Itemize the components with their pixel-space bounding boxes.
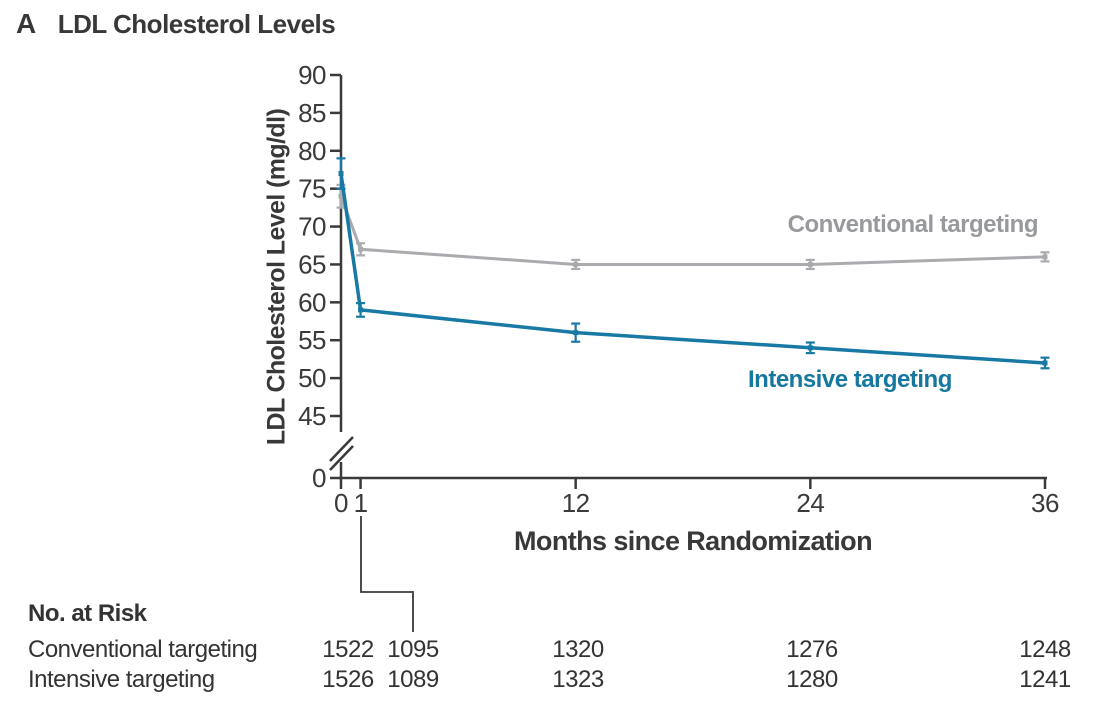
risk-value: 1323 (552, 666, 604, 693)
panel-label: A (16, 8, 36, 39)
data-point-marker (1042, 360, 1048, 366)
panel-header: A LDL Cholesterol Levels (16, 8, 336, 40)
y-tick-label: 60 (298, 287, 326, 317)
axis-break-icon (329, 445, 354, 471)
x-tick-label: 1 (354, 488, 368, 518)
risk-value: 1248 (1019, 636, 1071, 663)
data-point-marker (1042, 254, 1048, 260)
risk-value: 1320 (552, 636, 604, 663)
y-tick-label: 0 (312, 463, 326, 493)
risk-value: 1526 (322, 666, 374, 693)
y-tick-label: 75 (298, 174, 326, 204)
data-point-marker (807, 261, 813, 267)
x-tick-label: 0 (334, 488, 348, 518)
data-point-marker (573, 261, 579, 267)
series-label-conventional: Conventional targeting (787, 211, 1039, 238)
y-tick-label: 65 (298, 249, 326, 279)
series-line-intensive (339, 173, 1046, 365)
data-point-marker (358, 307, 364, 313)
risk-value: 1241 (1019, 666, 1071, 693)
y-tick-label: 85 (298, 98, 326, 128)
risk-value: 1095 (387, 636, 439, 663)
risk-row-label-intensive: Intensive targeting (28, 666, 215, 693)
x-tick-label: 12 (562, 488, 590, 518)
data-point-marker (807, 345, 813, 351)
y-tick-label: 70 (298, 212, 326, 242)
y-tick-label: 55 (298, 325, 326, 355)
data-point-marker (338, 193, 344, 199)
x-tick-label: 36 (1031, 488, 1059, 518)
risk-table-title: No. at Risk (28, 600, 147, 627)
axis-break-icon (329, 436, 354, 462)
risk-row-label-conventional: Conventional targeting (28, 636, 258, 663)
risk-value: 1276 (786, 636, 838, 663)
risk-column-bracket (360, 516, 414, 632)
data-point-marker (358, 246, 364, 252)
risk-value: 1089 (387, 666, 439, 693)
panel-title: LDL Cholesterol Levels (57, 9, 336, 39)
y-tick-label: 50 (298, 363, 326, 393)
y-tick-label: 90 (298, 60, 326, 90)
data-point-marker (573, 330, 579, 336)
risk-value: 1522 (322, 636, 374, 663)
series-label-intensive: Intensive targeting (748, 366, 952, 393)
risk-value: 1280 (786, 666, 838, 693)
y-tick-label: 80 (298, 136, 326, 166)
x-tick-label: 24 (796, 488, 824, 518)
x-axis-label: Months since Randomization (514, 526, 873, 556)
y-tick-label: 45 (298, 401, 326, 431)
data-point-marker (338, 171, 344, 177)
y-axis-label: LDL Cholesterol Level (mg/dl) (262, 108, 291, 446)
